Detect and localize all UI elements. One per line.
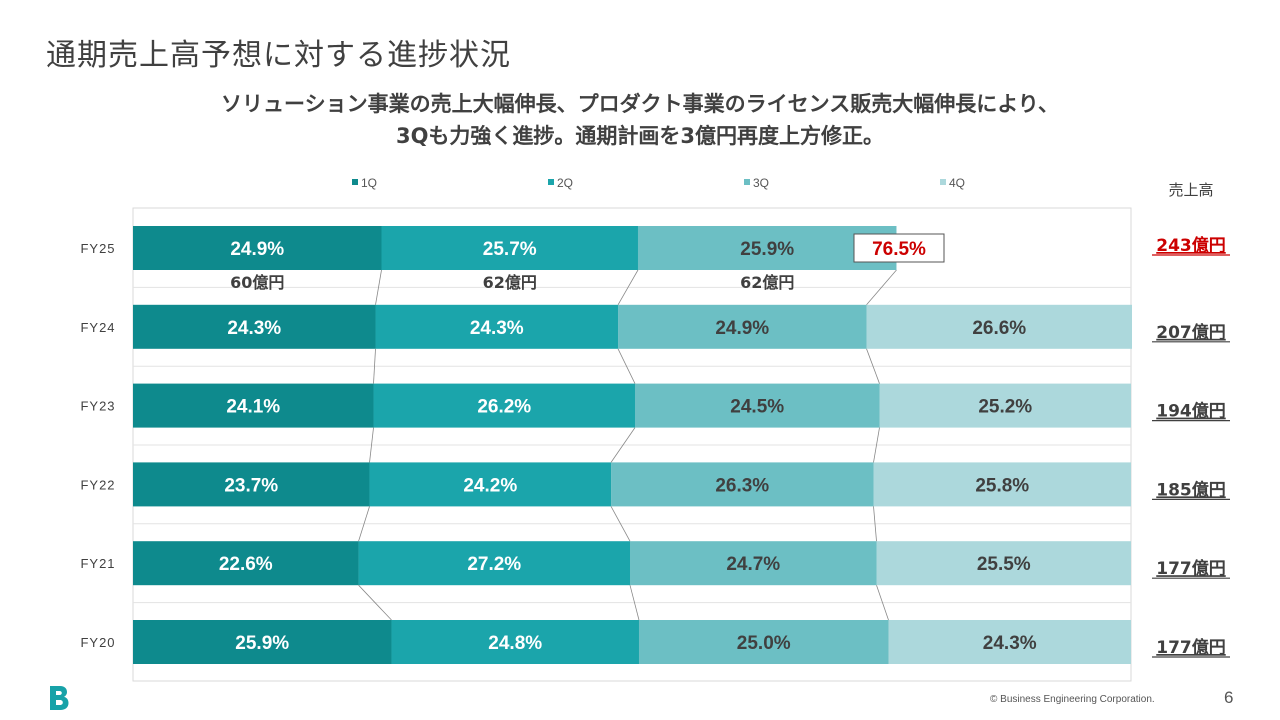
company-logo-icon [50,686,69,710]
data-label-fy21-2q: 27.2% [467,554,521,575]
series-connector-line [617,348,636,384]
bar-fy25-1q [133,226,382,270]
legend-swatch-4q [940,179,946,185]
category-label-fy21: FY21 [80,556,115,571]
bar-fy24-3q [618,304,867,349]
legend-label-1q: 1Q [361,176,377,190]
sales-column-header: 売上高 [1168,181,1213,199]
page-subtitle: ソリューション事業の売上大幅伸長、プロダクト事業のライセンス販売大幅伸長により、… [0,88,1280,152]
bar-fy22-2q [369,462,612,507]
legend-label-3q: 3Q [753,176,769,190]
data-label-fy21-3q: 24.7% [726,554,780,575]
data-label-fy22-1q: 23.7% [224,475,278,496]
bar-fy20-4q [888,620,1131,664]
bar-fy20-3q [638,620,889,664]
category-label-fy22: FY22 [80,477,115,492]
sales-value-fy21: 177億円 [1156,558,1226,579]
bar-fy22-4q [873,462,1131,507]
legend-label-2q: 2Q [557,176,573,190]
legend-swatch-2q [548,179,554,185]
bar-fy25-3q [637,226,897,270]
data-label-fy25-1q: 24.9% [230,239,284,260]
bar-fy22-1q [133,462,370,507]
bar-fy21-3q [630,541,877,586]
data-label-fy23-2q: 26.2% [477,397,531,418]
series-connector-line [369,427,374,463]
bar-fy24-1q [133,304,376,349]
legend-label-4q: 4Q [949,176,965,190]
bar-fy23-1q [133,383,374,428]
bar-fy23-4q [879,383,1131,428]
data-label-fy24-2q: 24.3% [470,318,524,339]
data-label-fy23-1q: 24.1% [226,397,280,418]
bar-fy24-4q [866,304,1132,349]
legend-swatch-1q [352,179,358,185]
series-connector-line [358,506,370,542]
page-title: 通期売上高予想に対する進捗状況 [46,38,511,73]
data-label-fy21-1q: 22.6% [219,554,273,575]
page-number: 6 [1224,688,1234,707]
subtitle-line-2: 3Qも力強く進捗。通期計画を3億円再度上方修正。 [395,124,885,148]
series-connector-line [866,348,880,384]
bar-fy21-2q [358,541,631,586]
series-connector-line [375,269,382,305]
subtitle-line-1: ソリューション事業の売上大幅伸長、プロダクト事業のライセンス販売大幅伸長により、 [221,92,1059,116]
data-label-fy24-1q: 24.3% [227,318,281,339]
data-label-fy20-1q: 25.9% [235,633,289,654]
series-connector-line [873,427,880,463]
category-label-fy23: FY23 [80,399,115,414]
cumulative-progress-box [853,233,945,263]
fy25-quarter-sales-2: 62億円 [483,273,537,292]
bar-fy24-2q [375,304,619,349]
sales-value-fy23: 194億円 [1156,401,1226,422]
bar-fy22-3q [611,462,874,507]
data-label-fy20-2q: 24.8% [488,633,542,654]
legend-swatch-3q [744,179,750,185]
bar-fy23-2q [373,383,635,428]
series-connector-line [876,585,889,621]
data-label-fy22-2q: 24.2% [463,475,517,496]
data-label-fy22-4q: 25.8% [975,475,1029,496]
bar-fy25-2q [381,226,638,270]
sales-value-fy24: 207億円 [1156,322,1226,343]
sales-value-fy20: 177億円 [1156,637,1226,658]
sales-value-fy22: 185億円 [1156,479,1226,500]
category-label-fy25: FY25 [80,241,115,256]
bar-fy21-1q [133,541,359,586]
category-label-fy24: FY24 [80,320,115,335]
data-label-fy23-3q: 24.5% [730,397,784,418]
data-label-fy20-4q: 24.3% [983,633,1037,654]
data-label-fy23-4q: 25.2% [978,397,1032,418]
fy25-quarter-sales-3: 62億円 [740,273,794,292]
series-connector-line [617,269,639,305]
bar-fy21-4q [876,541,1131,586]
bar-fy23-3q [634,383,880,428]
fy25-quarter-sales-1: 60億円 [230,273,284,292]
bar-fy20-2q [391,620,639,664]
series-connector-line [873,506,877,542]
data-label-fy25-3q: 25.9% [740,239,794,260]
data-label-fy24-4q: 26.6% [972,318,1026,339]
data-label-fy21-4q: 25.5% [977,554,1031,575]
sales-value-fy25: 243億円 [1156,235,1226,256]
cumulative-progress-label: 76.5% [872,239,926,260]
bar-fy20-1q [133,620,392,664]
series-connector-line [610,506,631,542]
category-label-fy20: FY20 [80,635,115,650]
data-label-fy25-2q: 25.7% [483,239,537,260]
series-connector-line [610,427,636,463]
series-connector-line [373,348,376,384]
data-label-fy20-3q: 25.0% [737,633,791,654]
data-label-fy22-3q: 26.3% [715,475,769,496]
copyright-text: © Business Engineering Corporation. [990,694,1155,705]
series-connector-line [866,269,897,306]
series-connector-line [629,585,640,621]
data-label-fy24-3q: 24.9% [715,318,769,339]
series-connector-line [358,584,392,621]
